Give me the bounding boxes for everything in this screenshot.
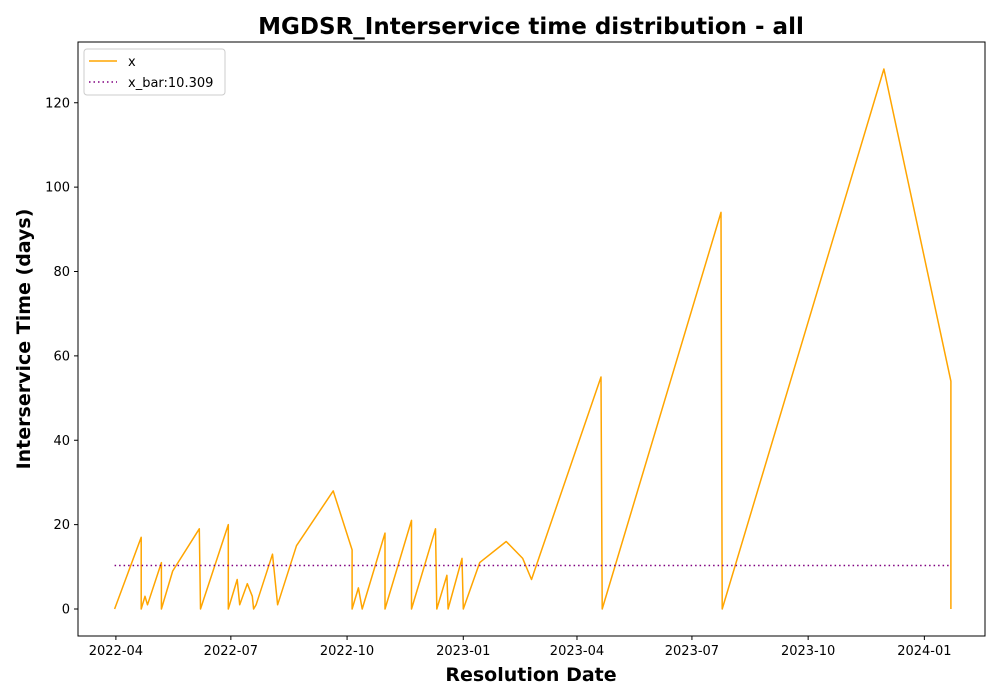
x-tick-label: 2022-10 bbox=[320, 644, 374, 659]
legend-box bbox=[83, 48, 226, 96]
chart-title: MGDSR_Interservice time distribution - a… bbox=[258, 14, 804, 40]
y-tick-label: 20 bbox=[53, 518, 70, 533]
y-tick-label: 80 bbox=[53, 265, 70, 280]
plot-area bbox=[77, 41, 986, 637]
x-axis-label: Resolution Date bbox=[445, 664, 616, 686]
y-tick-label: 60 bbox=[53, 349, 70, 364]
legend-label-x: x bbox=[128, 55, 136, 70]
y-axis-label: Interservice Time (days) bbox=[13, 209, 35, 470]
x-tick-label: 2022-04 bbox=[89, 644, 143, 659]
x-tick-label: 2022-07 bbox=[204, 644, 258, 659]
series-line-x bbox=[113, 68, 952, 610]
y-tick-label: 120 bbox=[45, 96, 70, 111]
series-layer bbox=[113, 68, 952, 610]
x-tick-label: 2024-01 bbox=[897, 644, 951, 659]
legend: x x_bar:10.309 bbox=[83, 48, 226, 96]
x-tick-label: 2023-10 bbox=[781, 644, 835, 659]
x-axis: 2022-04 2022-07 2022-10 2023-01 2023-04 2023-… bbox=[89, 636, 952, 659]
legend-label-x-bar: x_bar:10.309 bbox=[128, 76, 213, 91]
x-tick-label: 2023-04 bbox=[550, 644, 604, 659]
y-tick-label: 0 bbox=[62, 603, 70, 618]
y-axis: 0 20 40 60 80 100 120 bbox=[45, 96, 78, 618]
x-tick-label: 2023-01 bbox=[436, 644, 490, 659]
x-tick-label: 2023-07 bbox=[665, 644, 719, 659]
y-tick-label: 100 bbox=[45, 181, 70, 196]
y-tick-label: 40 bbox=[53, 434, 70, 449]
